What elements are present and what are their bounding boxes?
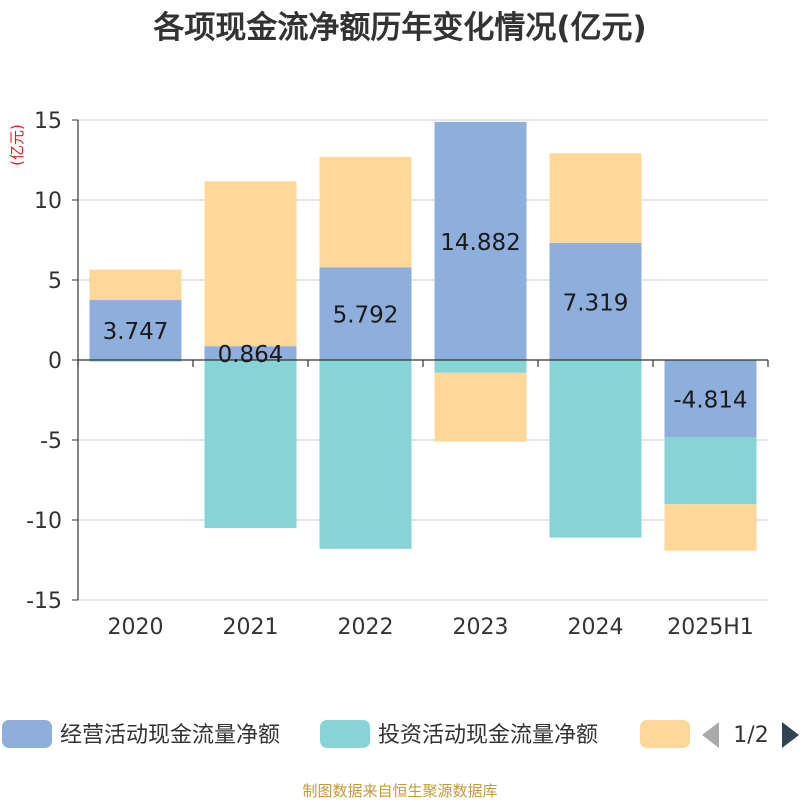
data-label: -4.814 — [673, 388, 747, 414]
legend-label: 投资活动现金流量净额 — [378, 723, 598, 748]
y-tick-label: -5 — [40, 429, 62, 454]
bar-series-2 — [664, 437, 757, 505]
bar-series-1 — [434, 121, 527, 360]
data-label: 5.792 — [333, 303, 399, 329]
bar-series-2 — [549, 360, 642, 538]
bar-series-1 — [319, 267, 412, 360]
y-tick-label: -15 — [26, 589, 62, 614]
legend-item[interactable] — [640, 720, 690, 748]
bar-series-3 — [549, 153, 642, 243]
bar-series-2 — [434, 360, 527, 373]
x-tick-label: 2024 — [568, 615, 624, 640]
data-label: 7.319 — [563, 290, 629, 316]
bar-series-2 — [204, 360, 297, 528]
legend: 经营活动现金流量净额 投资活动现金流量净额 1/2 — [2, 720, 799, 748]
legend-item[interactable]: 经营活动现金流量净额 — [2, 720, 280, 748]
data-label: 3.747 — [103, 319, 169, 345]
axes: 15 10 5 0 -5 -10 -15 2020 2021 2022 2023 2024 2025H1 — [26, 109, 769, 640]
legend-swatch — [2, 720, 52, 748]
legend-swatch — [640, 720, 690, 748]
chart-title: 各项现金流净额历年变化情况(亿元) — [152, 10, 646, 46]
bar-series-1 — [664, 360, 757, 438]
x-tick-label: 2023 — [453, 615, 509, 640]
x-tick-label: 2025H1 — [667, 615, 754, 640]
y-tick-label: 10 — [34, 189, 62, 214]
bar-series-2 — [319, 360, 412, 549]
source-note: 制图数据来自恒生聚源数据库 — [302, 782, 497, 800]
legend-item[interactable]: 投资活动现金流量净额 — [320, 720, 598, 748]
bar-series-3 — [204, 181, 297, 347]
legend-pager: 1/2 — [733, 723, 768, 748]
x-tick-label: 2020 — [108, 615, 164, 640]
x-tick-label: 2021 — [223, 615, 279, 640]
data-label: 0.864 — [218, 342, 284, 368]
data-labels: 3.747 0.864 5.792 14.882 7.319 -4.814 — [103, 230, 748, 414]
bar-series-3 — [319, 156, 412, 268]
bar-series-3 — [434, 372, 527, 442]
legend-label: 经营活动现金流量净额 — [60, 723, 280, 748]
bar-series-3 — [89, 269, 182, 301]
bar-series-1 — [204, 346, 297, 360]
bar-series-2 — [89, 360, 182, 362]
y-tick-label: 5 — [48, 269, 62, 294]
y-tick-label: 0 — [48, 349, 62, 374]
y-axis-label: (亿元) — [8, 124, 26, 166]
legend-swatch — [320, 720, 370, 748]
legend-next-icon[interactable] — [782, 722, 799, 748]
legend-prev-icon[interactable] — [702, 722, 719, 748]
y-tick-label: 15 — [34, 109, 62, 134]
bar-series-1 — [89, 300, 182, 360]
bar-series-3 — [664, 504, 757, 551]
data-label: 14.882 — [440, 230, 520, 256]
x-tick-label: 2022 — [338, 615, 394, 640]
y-tick-label: -10 — [26, 509, 62, 534]
bar-series-1 — [549, 242, 642, 360]
bars — [89, 121, 757, 551]
